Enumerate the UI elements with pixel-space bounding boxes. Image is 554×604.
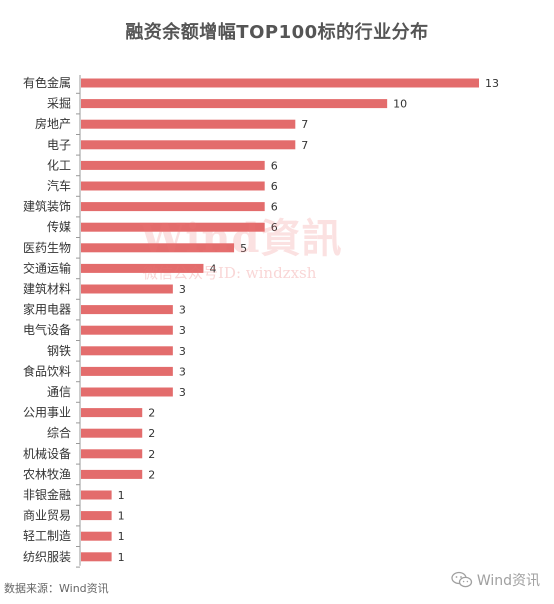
- brand-badge: Wind资讯: [451, 570, 540, 590]
- value-label: 7: [301, 118, 308, 131]
- value-label: 3: [179, 304, 186, 317]
- bar: [81, 243, 235, 253]
- value-label: 2: [148, 468, 155, 481]
- value-label: 1: [118, 489, 125, 502]
- bar: [81, 325, 173, 335]
- category-label: 商业贸易: [23, 508, 71, 523]
- brand-label: Wind资讯: [476, 573, 540, 589]
- value-label: 4: [209, 262, 216, 275]
- category-label: 医药生物: [23, 241, 71, 255]
- bar: [81, 140, 296, 150]
- category-label: 钢铁: [47, 344, 71, 358]
- category-label: 食品饮料: [23, 363, 71, 378]
- value-label: 10: [393, 98, 407, 111]
- value-label: 6: [271, 221, 278, 234]
- data-source-note: 数据来源：Wind资讯: [4, 582, 109, 595]
- bar: [81, 78, 479, 88]
- bar: [81, 160, 265, 170]
- category-label: 化工: [47, 158, 71, 172]
- value-label: 6: [271, 180, 278, 193]
- bar: [81, 490, 112, 500]
- category-label: 通信: [47, 385, 71, 399]
- category-label: 纺织服装: [23, 550, 71, 564]
- category-label: 综合: [47, 425, 71, 440]
- bar: [81, 408, 143, 418]
- chart-title: 融资余额增幅TOP100标的行业分布: [125, 22, 429, 43]
- value-label: 6: [271, 159, 278, 172]
- category-label: 汽车: [47, 178, 71, 193]
- bar: [81, 263, 204, 273]
- category-label: 机械设备: [23, 446, 71, 461]
- value-label: 1: [118, 530, 125, 543]
- bar: [81, 366, 173, 376]
- value-label: 13: [485, 77, 499, 90]
- category-label: 房地产: [35, 116, 71, 131]
- bar: [81, 181, 265, 191]
- bar: [81, 531, 112, 541]
- bar: [81, 346, 173, 356]
- bar: [81, 449, 143, 459]
- value-label: 2: [148, 427, 155, 440]
- value-label: 6: [271, 201, 278, 214]
- value-label: 3: [179, 283, 186, 296]
- category-label: 传媒: [47, 219, 71, 234]
- bar: [81, 202, 265, 212]
- value-label: 3: [179, 386, 186, 399]
- value-label: 1: [118, 510, 125, 523]
- bar: [81, 387, 173, 397]
- bar: [81, 119, 296, 129]
- bar: [81, 469, 143, 479]
- value-label: 3: [179, 345, 186, 358]
- category-label: 电气设备: [23, 322, 71, 337]
- category-label: 建筑材料: [23, 281, 71, 296]
- value-label: 2: [148, 407, 155, 420]
- bar: [81, 99, 388, 109]
- category-label: 非银金融: [23, 487, 71, 502]
- value-label: 3: [179, 324, 186, 337]
- bar: [81, 222, 265, 232]
- value-label: 2: [148, 448, 155, 461]
- category-label: 采掘: [47, 96, 71, 111]
- category-label: 交通运输: [23, 260, 71, 275]
- value-label: 1: [118, 551, 125, 564]
- value-label: 5: [240, 242, 247, 255]
- bar: [81, 428, 143, 438]
- category-label: 电子: [47, 138, 71, 152]
- bar: [81, 305, 173, 315]
- category-label: 公用事业: [23, 406, 71, 420]
- category-label: 有色金属: [23, 75, 71, 90]
- wechat-icon: [451, 571, 472, 588]
- category-label: 轻工制造: [23, 529, 71, 543]
- bar: [81, 552, 112, 562]
- category-label: 建筑装饰: [23, 199, 71, 214]
- value-label: 7: [301, 139, 308, 152]
- value-label: 3: [179, 365, 186, 378]
- category-label: 家用电器: [23, 302, 71, 317]
- category-label: 农林牧渔: [23, 467, 71, 481]
- bar: [81, 284, 173, 294]
- bar: [81, 511, 112, 521]
